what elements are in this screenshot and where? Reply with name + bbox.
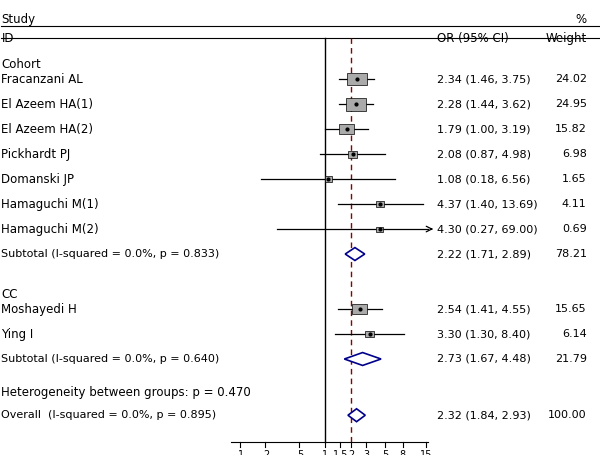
Bar: [325, 177, 332, 182]
Text: Hamaguchi M(2): Hamaguchi M(2): [1, 222, 99, 236]
Text: CC: CC: [1, 288, 18, 301]
Text: 2.54 (1.41, 4.55): 2.54 (1.41, 4.55): [437, 304, 531, 314]
Text: 24.95: 24.95: [554, 99, 587, 109]
Text: 0.69: 0.69: [562, 224, 587, 234]
Text: 2.28 (1.44, 3.62): 2.28 (1.44, 3.62): [437, 99, 531, 109]
Text: Ying I: Ying I: [1, 328, 34, 340]
Text: Weight: Weight: [545, 32, 587, 45]
Bar: [376, 227, 383, 232]
Text: 1.08 (0.18, 6.56): 1.08 (0.18, 6.56): [437, 174, 531, 184]
Text: .5: .5: [295, 450, 304, 455]
Text: 15.65: 15.65: [555, 304, 587, 314]
Text: 2.32 (1.84, 2.93): 2.32 (1.84, 2.93): [437, 410, 531, 420]
Text: 1.65: 1.65: [562, 174, 587, 184]
Text: Moshayedi H: Moshayedi H: [1, 303, 77, 315]
Bar: [376, 201, 384, 207]
Text: 100.00: 100.00: [548, 410, 587, 420]
Bar: [346, 98, 366, 111]
Text: 8: 8: [400, 450, 406, 455]
Text: 2.73 (1.67, 4.48): 2.73 (1.67, 4.48): [437, 354, 531, 364]
Text: 15.82: 15.82: [555, 124, 587, 134]
Bar: [340, 124, 355, 134]
Text: El Azeem HA(2): El Azeem HA(2): [1, 122, 94, 136]
Text: Pickhardt PJ: Pickhardt PJ: [1, 147, 71, 161]
Text: 1.5: 1.5: [332, 450, 348, 455]
Text: 5: 5: [382, 450, 388, 455]
Text: 1: 1: [322, 450, 328, 455]
Text: 3.30 (1.30, 8.40): 3.30 (1.30, 8.40): [437, 329, 531, 339]
Text: 2.22 (1.71, 2.89): 2.22 (1.71, 2.89): [437, 249, 532, 259]
Text: 1.79 (1.00, 3.19): 1.79 (1.00, 3.19): [437, 124, 531, 134]
Text: 4.37 (1.40, 13.69): 4.37 (1.40, 13.69): [437, 199, 538, 209]
Text: ID: ID: [1, 32, 14, 45]
Text: Hamaguchi M(1): Hamaguchi M(1): [1, 197, 99, 211]
Text: 2.34 (1.46, 3.75): 2.34 (1.46, 3.75): [437, 74, 531, 84]
Text: Cohort: Cohort: [1, 58, 41, 71]
Text: 3: 3: [363, 450, 369, 455]
Text: Fracanzani AL: Fracanzani AL: [1, 72, 83, 86]
Text: Overall  (I-squared = 0.0%, p = 0.895): Overall (I-squared = 0.0%, p = 0.895): [1, 410, 217, 420]
Text: 78.21: 78.21: [554, 249, 587, 259]
Bar: [352, 304, 367, 314]
Bar: [347, 73, 367, 86]
Text: OR (95% CI): OR (95% CI): [437, 32, 509, 45]
Text: .1: .1: [235, 450, 244, 455]
Text: Study: Study: [1, 14, 35, 26]
Text: Domanski JP: Domanski JP: [1, 172, 74, 186]
Polygon shape: [345, 248, 365, 260]
Text: El Azeem HA(1): El Azeem HA(1): [1, 97, 94, 111]
Text: 21.79: 21.79: [554, 354, 587, 364]
Polygon shape: [344, 353, 381, 365]
Text: Heterogeneity between groups: p = 0.470: Heterogeneity between groups: p = 0.470: [1, 386, 251, 399]
Text: 6.14: 6.14: [562, 329, 587, 339]
Text: 6.98: 6.98: [562, 149, 587, 159]
Text: 4.11: 4.11: [562, 199, 587, 209]
Text: 2.08 (0.87, 4.98): 2.08 (0.87, 4.98): [437, 149, 532, 159]
Polygon shape: [348, 409, 365, 422]
Text: %: %: [575, 14, 587, 26]
Text: 4.30 (0.27, 69.00): 4.30 (0.27, 69.00): [437, 224, 538, 234]
Bar: [347, 151, 358, 157]
Bar: [365, 331, 374, 338]
Text: 2: 2: [348, 450, 354, 455]
Text: Subtotal (I-squared = 0.0%, p = 0.640): Subtotal (I-squared = 0.0%, p = 0.640): [1, 354, 220, 364]
Text: .2: .2: [261, 450, 270, 455]
Text: Subtotal (I-squared = 0.0%, p = 0.833): Subtotal (I-squared = 0.0%, p = 0.833): [1, 249, 220, 259]
Text: 15: 15: [420, 450, 432, 455]
Text: 24.02: 24.02: [554, 74, 587, 84]
